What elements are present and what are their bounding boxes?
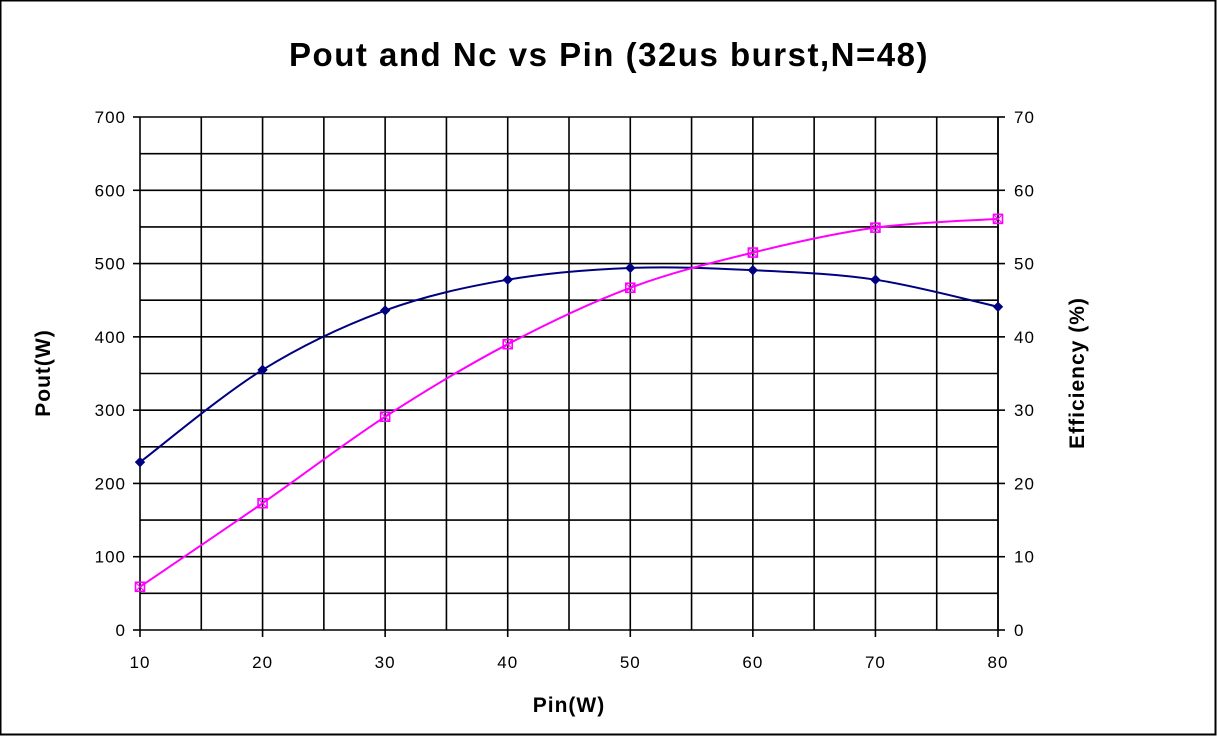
pout-point: [992, 301, 1004, 313]
efficiency-point: [257, 497, 268, 509]
y-tick-label: 600: [95, 181, 126, 200]
x-tick-label: 20: [252, 653, 273, 672]
x-tick-label: 50: [620, 653, 641, 672]
y-tick-label: 200: [95, 474, 126, 493]
y2-axis-title: Efficiency (%): [1066, 297, 1089, 449]
efficiency-point-cross: [748, 247, 758, 258]
x-tick-label: 80: [988, 653, 1009, 672]
axes: [133, 116, 1005, 637]
y2-tick-label: 40: [1014, 328, 1035, 347]
x-tick-label: 40: [497, 653, 518, 672]
y2-tick-label: 60: [1014, 181, 1035, 200]
efficiency-point: [747, 247, 759, 258]
y-axis-title: Pout(W): [32, 329, 55, 416]
pout-point: [257, 364, 268, 376]
y-tick-label: 700: [95, 108, 126, 127]
x-tick-label: 60: [742, 653, 763, 672]
efficiency-point-cross: [993, 214, 1003, 224]
y2-tick-label: 10: [1014, 548, 1035, 567]
efficiency-point: [624, 282, 636, 294]
chart-title: Pout and Nc vs Pin (32us burst,N=48): [289, 36, 929, 73]
pout-point: [379, 305, 391, 316]
grid: [140, 116, 999, 630]
efficiency-point-cross: [135, 581, 145, 592]
y-tick-label: 400: [95, 328, 126, 347]
y2-tick-label: 0: [1014, 621, 1024, 640]
efficiency-point: [134, 581, 146, 593]
pout-point: [625, 262, 636, 274]
efficiency-point-cross: [870, 222, 881, 233]
efficiency-point-cross: [625, 282, 636, 293]
efficiency-point: [992, 213, 1004, 225]
efficiency-point-cross: [380, 411, 390, 422]
x-tick-label: 30: [375, 653, 396, 672]
x-tick-label: 10: [130, 653, 151, 672]
y-tick-label: 100: [95, 548, 126, 567]
efficiency-point: [870, 222, 881, 233]
pout-line: [139, 266, 999, 463]
pout-point: [502, 274, 513, 285]
efficiency-point-cross: [257, 498, 268, 509]
pout-point: [870, 274, 881, 285]
y-tick-label: 0: [116, 621, 126, 640]
y2-tick-label: 70: [1014, 108, 1035, 127]
x-axis-title: Pin(W): [533, 694, 605, 717]
efficiency-point: [502, 338, 514, 350]
y-tick-label: 500: [95, 255, 126, 274]
y2-tick-label: 50: [1014, 255, 1035, 274]
y-tick-label: 300: [95, 401, 126, 420]
pout-point: [134, 456, 146, 468]
series: [134, 213, 1004, 593]
efficiency-line: [139, 217, 999, 588]
x-tick-label: 70: [865, 653, 886, 672]
y2-tick-label: 20: [1014, 474, 1035, 493]
pout-point: [747, 264, 759, 276]
y2-tick-label: 30: [1014, 401, 1035, 420]
efficiency-point-cross: [502, 339, 513, 350]
efficiency-point: [379, 411, 391, 423]
